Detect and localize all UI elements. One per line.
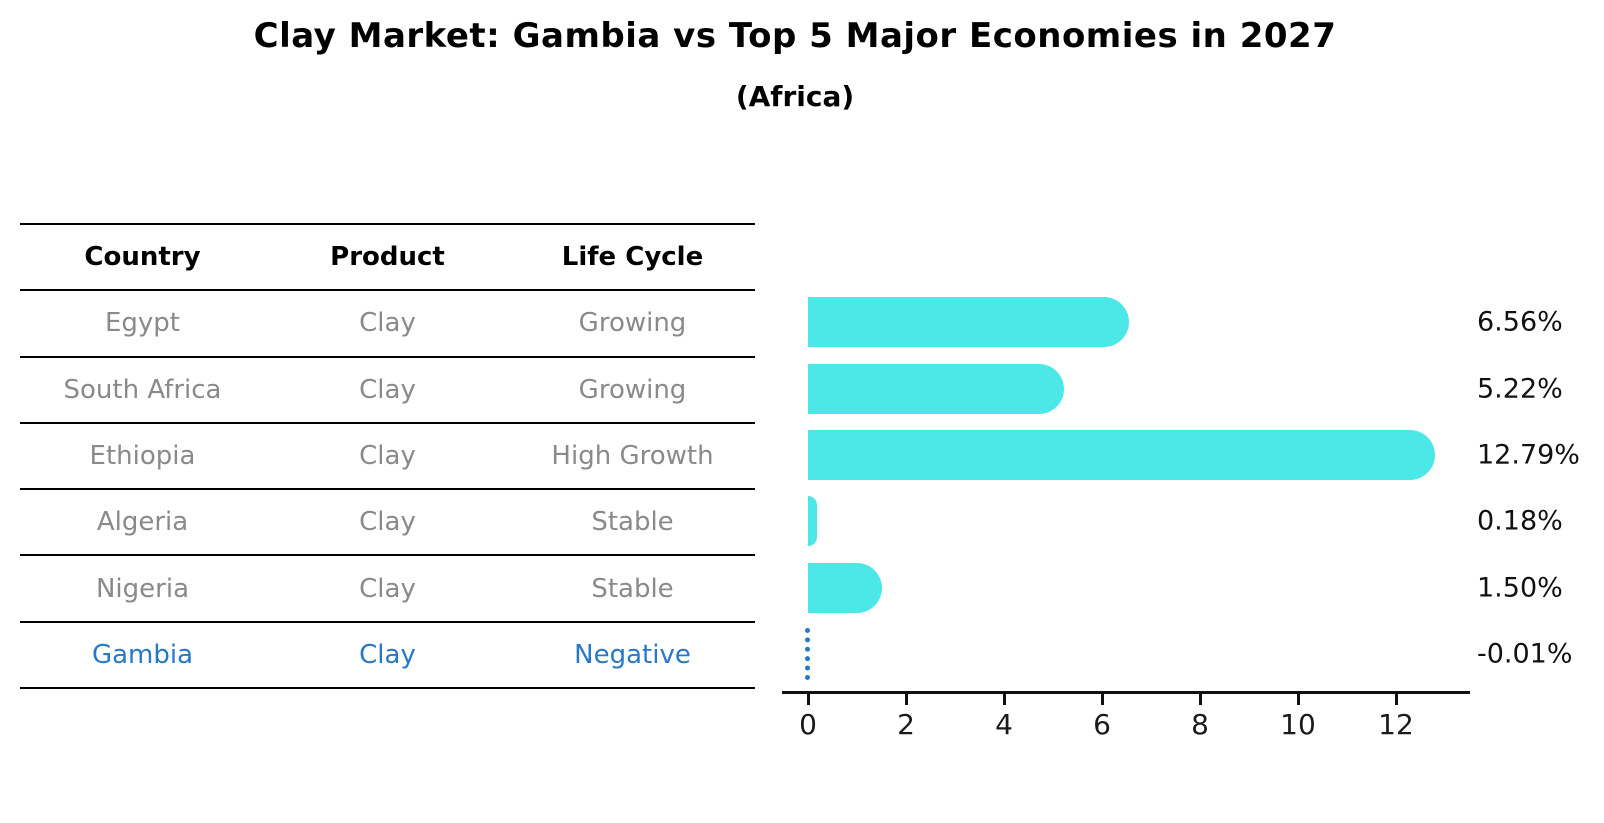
cell-country: Gambia	[91, 639, 194, 670]
negative-marker-gambia	[805, 627, 810, 680]
cell-life-cycle: Negative	[574, 639, 691, 670]
value-label: 1.50%	[1477, 572, 1563, 604]
bar-south-africa	[808, 363, 1064, 414]
cell-product: Clay	[359, 308, 416, 339]
cell-country: South Africa	[63, 374, 222, 405]
cell-product: Clay	[359, 573, 416, 604]
value-label: -0.01%	[1477, 638, 1573, 670]
bar-ethiopia	[808, 430, 1435, 481]
cell-product: Clay	[359, 441, 416, 472]
cell-life-cycle: Growing	[578, 374, 687, 405]
cell-life-cycle: Stable	[591, 573, 674, 604]
table-row: Egypt Clay Growing	[20, 289, 755, 355]
x-tick-mark	[806, 694, 810, 705]
country-table: Country Product Life Cycle Egypt Clay Growin…	[20, 223, 755, 690]
column-header-life-cycle: Life Cycle	[561, 242, 704, 273]
value-label: 12.79%	[1477, 439, 1580, 471]
x-tick-mark	[1296, 694, 1300, 705]
bar-nigeria	[808, 562, 882, 613]
x-tick-label: 4	[995, 708, 1013, 741]
table-header-row: Country Product Life Cycle	[20, 223, 755, 289]
x-tick-label: 6	[1093, 708, 1111, 741]
cell-life-cycle: Growing	[578, 308, 687, 339]
cell-product: Clay	[359, 507, 416, 538]
cell-country: Algeria	[96, 507, 189, 538]
chart-title: Clay Market: Gambia vs Top 5 Major Econo…	[253, 16, 1337, 56]
cell-life-cycle: High Growth	[551, 441, 714, 472]
chart-subtitle: (Africa)	[735, 80, 855, 113]
x-tick-label: 12	[1378, 708, 1414, 741]
table-row: Algeria Clay Stable	[20, 488, 755, 554]
column-header-product: Product	[330, 242, 445, 273]
column-header-country: Country	[84, 242, 201, 273]
x-tick-label: 0	[799, 708, 817, 741]
cell-product: Clay	[359, 374, 416, 405]
x-tick-label: 10	[1280, 708, 1316, 741]
x-tick-mark	[1100, 694, 1104, 705]
cell-country: Nigeria	[95, 573, 190, 604]
value-label: 5.22%	[1477, 373, 1563, 405]
cell-country: Egypt	[104, 308, 181, 339]
x-tick-label: 2	[897, 708, 915, 741]
x-tick-label: 8	[1191, 708, 1209, 741]
bar-algeria	[808, 496, 817, 547]
x-tick-mark	[1394, 694, 1398, 705]
table-row: Ethiopia Clay High Growth	[20, 421, 755, 488]
table-row: South Africa Clay Growing	[20, 355, 755, 422]
table-row: Gambia Clay Negative	[20, 620, 755, 687]
x-axis-line	[782, 691, 1470, 694]
cell-product: Clay	[359, 639, 416, 670]
x-tick-mark	[1198, 694, 1202, 705]
bar-egypt	[808, 297, 1130, 348]
value-label: 0.18%	[1477, 505, 1563, 537]
cell-country: Ethiopia	[89, 441, 196, 472]
table-row: Nigeria Clay Stable	[20, 554, 755, 620]
cell-life-cycle: Stable	[591, 507, 674, 538]
x-tick-mark	[904, 694, 908, 705]
value-label: 6.56%	[1477, 306, 1563, 338]
x-tick-mark	[1002, 694, 1006, 705]
